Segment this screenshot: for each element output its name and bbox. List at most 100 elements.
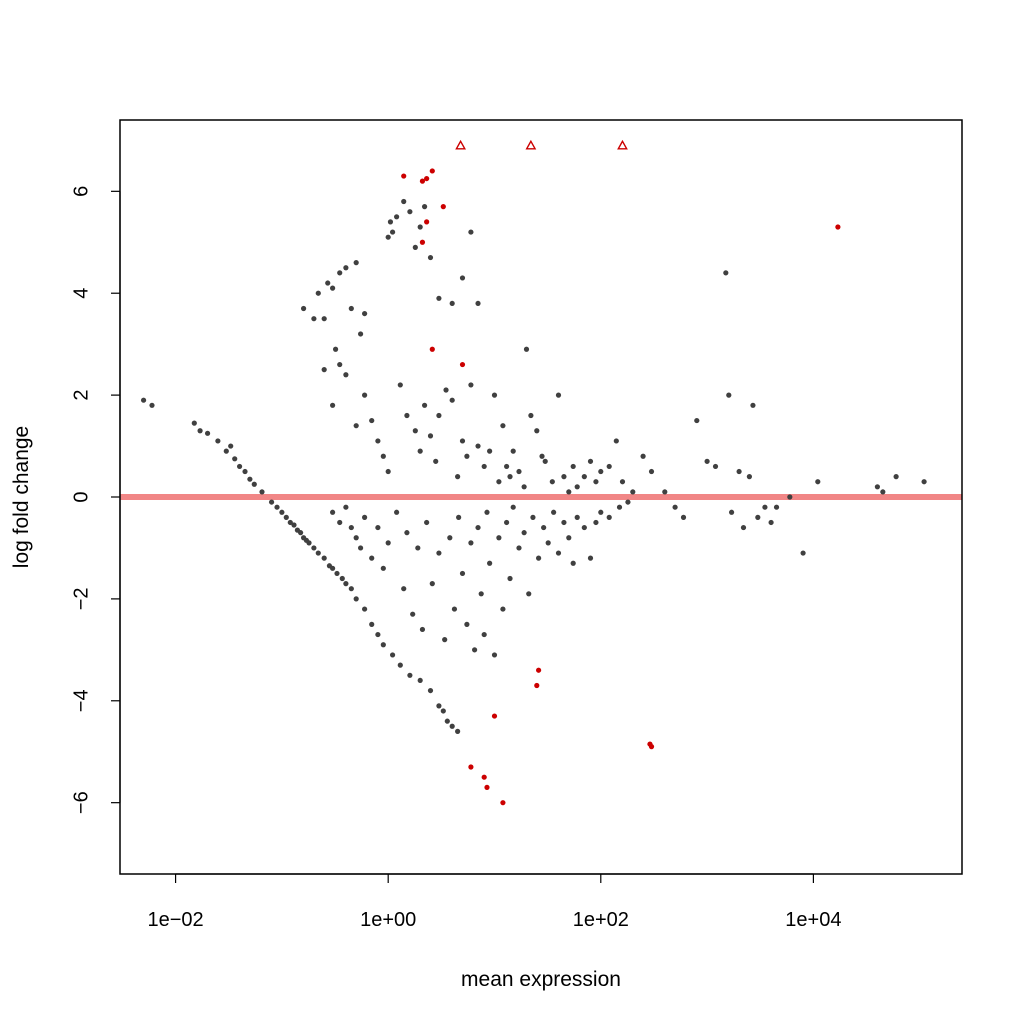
- gene-point: [410, 611, 416, 617]
- significant-gene-point: [440, 204, 446, 210]
- gene-point: [389, 229, 396, 235]
- x-tick-label: 1e−02: [147, 909, 203, 931]
- gene-point: [750, 402, 756, 408]
- gene-point: [204, 430, 211, 436]
- gene-point: [613, 438, 619, 444]
- gene-point: [315, 550, 321, 556]
- gene-point: [762, 504, 768, 510]
- gene-point: [773, 504, 780, 510]
- gene-point: [516, 545, 522, 551]
- gene-point: [421, 402, 428, 408]
- gene-point: [561, 519, 567, 526]
- significant-gene-point: [491, 713, 498, 719]
- gene-point: [215, 438, 221, 444]
- gene-point: [440, 708, 446, 714]
- y-axis: −6 −4 −2 0 2 4 6: [70, 186, 121, 814]
- gene-point: [815, 479, 821, 485]
- gene-point: [385, 468, 391, 475]
- gene-point: [523, 346, 530, 352]
- gene-point: [325, 280, 331, 286]
- gene-point: [475, 300, 481, 307]
- significant-gene-point: [468, 764, 474, 770]
- gene-point: [236, 463, 243, 470]
- gene-point: [412, 244, 418, 250]
- points-layer: [140, 139, 927, 806]
- gene-point: [468, 229, 474, 235]
- gene-point: [427, 433, 434, 439]
- gene-point: [570, 463, 576, 470]
- gene-point: [259, 489, 265, 495]
- gene-point: [630, 489, 636, 495]
- gene-point: [528, 412, 534, 419]
- gene-point: [521, 484, 527, 490]
- gene-point: [362, 392, 368, 398]
- gene-point: [298, 530, 304, 536]
- significant-gene-point: [534, 682, 540, 689]
- y-tick-label: 2: [70, 390, 92, 401]
- out-of-range-triangle-marker: [455, 139, 466, 150]
- gene-point: [362, 514, 368, 520]
- gene-point: [394, 214, 400, 220]
- gene-point: [375, 631, 381, 638]
- gene-point: [530, 514, 536, 520]
- gene-point: [385, 540, 391, 546]
- gene-point: [417, 224, 423, 230]
- gene-point: [412, 428, 418, 434]
- gene-point: [566, 489, 572, 495]
- gene-point: [464, 453, 470, 459]
- gene-point: [268, 499, 275, 505]
- gene-point: [736, 468, 742, 475]
- gene-point: [921, 479, 927, 485]
- x-axis: 1e−02 1e+00 1e+02 1e+04: [147, 873, 841, 931]
- gene-point: [251, 481, 257, 487]
- gene-point: [427, 254, 434, 261]
- gene-point: [541, 524, 547, 531]
- gene-point: [330, 565, 336, 571]
- gene-point: [500, 606, 506, 612]
- gene-point: [337, 519, 343, 526]
- gene-point: [496, 479, 502, 485]
- gene-point: [510, 504, 516, 510]
- gene-point: [389, 652, 396, 658]
- gene-point: [475, 443, 481, 449]
- gene-point: [343, 372, 349, 378]
- gene-point: [640, 453, 646, 459]
- gene-point: [330, 509, 336, 515]
- gene-point: [380, 453, 386, 459]
- gene-point: [429, 581, 435, 587]
- gene-point: [380, 565, 386, 571]
- gene-point: [380, 642, 386, 648]
- gene-point: [407, 672, 413, 678]
- gene-point: [436, 295, 442, 301]
- y-tick-label: −2: [70, 587, 92, 610]
- gene-point: [491, 652, 498, 658]
- significant-gene-point: [429, 346, 435, 352]
- gene-point: [343, 265, 349, 271]
- gene-point: [353, 260, 359, 266]
- gene-point: [516, 468, 522, 475]
- gene-point: [421, 204, 428, 210]
- gene-point: [149, 402, 155, 408]
- gene-point: [536, 555, 542, 561]
- gene-point: [680, 514, 687, 520]
- gene-point: [191, 420, 197, 426]
- gene-point: [228, 443, 234, 449]
- significant-gene-point: [536, 667, 542, 673]
- gene-point: [287, 519, 293, 526]
- gene-point: [436, 703, 442, 709]
- gene-point: [375, 438, 381, 444]
- gene-point: [555, 392, 562, 398]
- gene-point: [436, 550, 442, 556]
- x-tick-label: 1e+02: [573, 909, 629, 931]
- gene-point: [484, 509, 490, 515]
- gene-point: [306, 540, 312, 546]
- gene-point: [223, 448, 229, 454]
- significant-gene-point: [419, 239, 426, 245]
- gene-point: [593, 479, 599, 485]
- out-of-range-triangle-marker: [525, 139, 537, 150]
- gene-point: [404, 412, 410, 419]
- x-tick-label: 1e+04: [785, 909, 841, 931]
- gene-point: [321, 367, 327, 373]
